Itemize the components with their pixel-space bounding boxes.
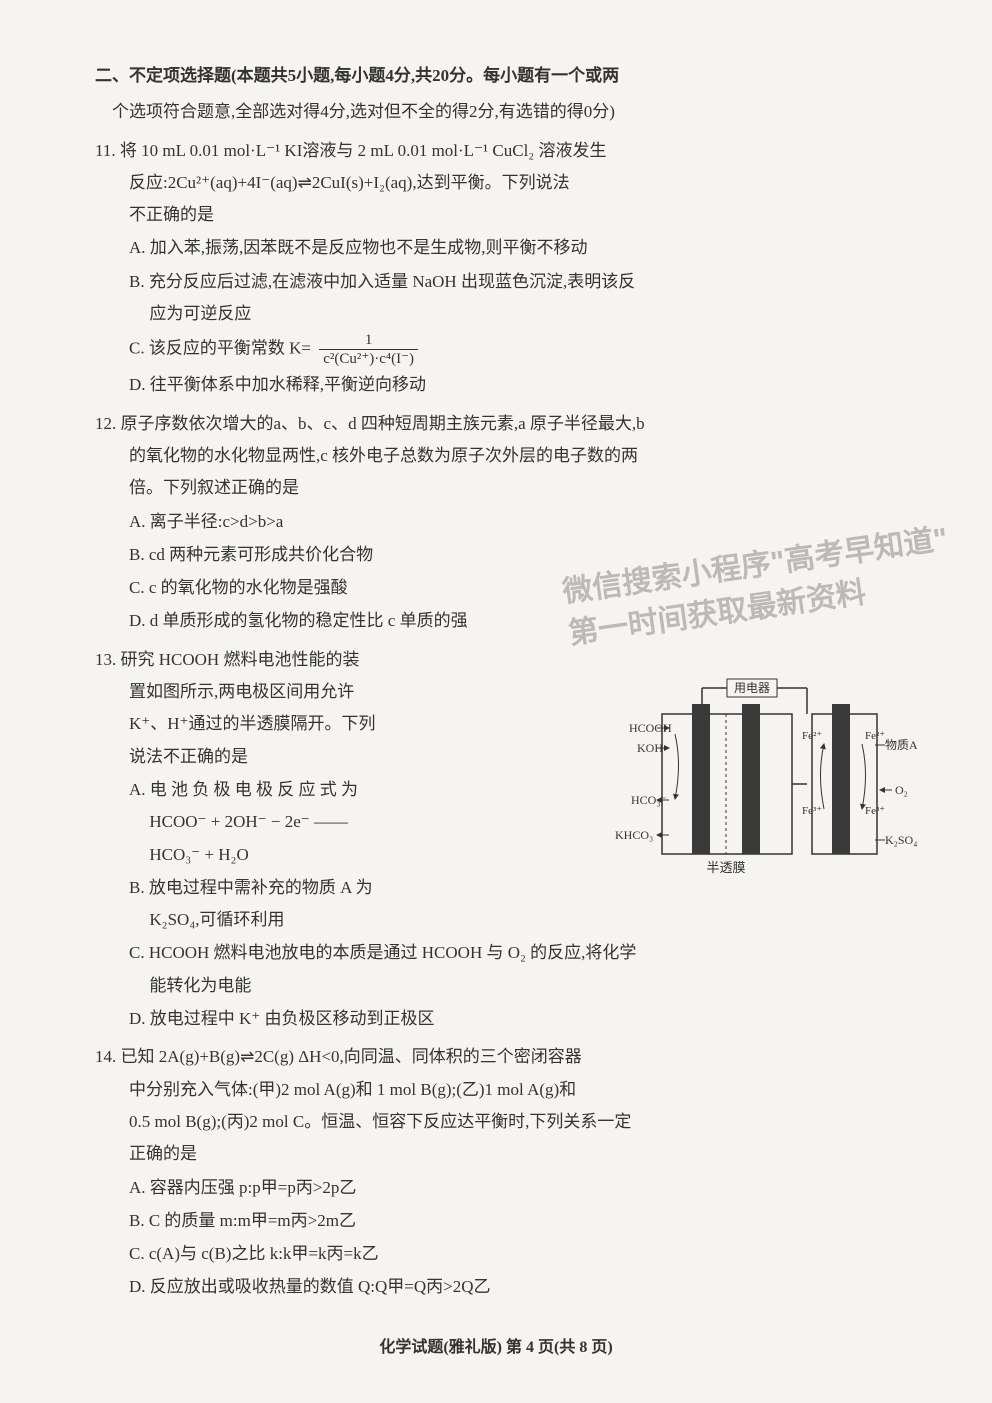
q11-optC-fraction: 1 c²(Cu²⁺)·c⁴(I⁻) <box>319 331 418 368</box>
page-footer: 化学试题(雅礼版) 第 4 页(共 8 页) <box>0 1333 992 1363</box>
q14-optA: A. 容器内压强 p:p甲=p丙>2p乙 <box>129 1172 897 1204</box>
q12-cont2: 倍。下列叙述正确的是 <box>129 472 897 504</box>
q14-cont2: 0.5 mol B(g);(丙)2 mol C。恒温、恒容下反应达平衡时,下列关… <box>129 1106 897 1138</box>
diagram-right-fe3b: Fe³⁺ <box>865 805 885 817</box>
q11-frac-den: c²(Cu²⁺)·c⁴(I⁻) <box>319 350 418 368</box>
question-12: 12. 原子序数依次增大的a、b、c、d 四种短周期主族元素,a 原子半径最大,… <box>95 408 897 638</box>
diagram-right-fe3: Fe³⁺ <box>802 805 822 817</box>
q12-optA: A. 离子半径:c>d>b>a <box>129 506 897 538</box>
q11-optB-cont: 应为可逆反应 <box>149 298 897 330</box>
q12-cont1: 的氧化物的水化物显两性,c 核外电子总数为原子次外层的电子数的两 <box>129 440 897 472</box>
diagram-right-o2: O₂ <box>895 783 908 797</box>
question-14: 14. 已知 2A(g)+B(g)⇌2C(g) ΔH<0,向同温、同体积的三个密… <box>95 1041 897 1303</box>
q11-frac-num: 1 <box>319 331 418 350</box>
diagram-right-matA: 物质A <box>885 738 917 752</box>
q14-num: 14. <box>95 1047 116 1066</box>
q11-optC: C. 该反应的平衡常数 K= 1 c²(Cu²⁺)·c⁴(I⁻) <box>129 331 897 368</box>
q13-cont3: 说法不正确的是 <box>129 741 569 773</box>
q14-optB: B. C 的质量 m:m甲=m丙>2m乙 <box>129 1205 897 1237</box>
section-header-cont: 个选项符合题意,全部选对得4分,选对但不全的得2分,有选错的得0分) <box>95 96 897 128</box>
section-header: 二、不定项选择题(本题共5小题,每小题4分,共20分。每小题有一个或两 <box>95 60 897 92</box>
diagram-right-fe2b: Fe²⁺ <box>865 730 885 742</box>
q11-cont1: 反应:2Cu²⁺(aq)+4I⁻(aq)⇌2CuI(s)+I₂(aq),达到平衡… <box>129 167 897 199</box>
q12-num: 12. <box>95 414 116 433</box>
question-13: 13. 研究 HCOOH 燃料电池性能的装 置如图所示,两电极区间用允许 K⁺、… <box>95 644 897 1036</box>
q12-optB: B. cd 两种元素可形成共价化合物 <box>129 539 897 571</box>
q12-stem: 原子序数依次增大的a、b、c、d 四种短周期主族元素,a 原子半径最大,b <box>121 414 645 433</box>
diagram-label-khco3: KHCO₃ <box>615 828 653 842</box>
q13-optD: D. 放电过程中 K⁺ 由负极区移动到正极区 <box>129 1003 897 1035</box>
q11-num: 11. <box>95 141 116 160</box>
q13-optB: B. 放电过程中需补充的物质 A 为 <box>129 872 569 904</box>
q11-optC-prefix: C. 该反应的平衡常数 K= <box>129 339 311 358</box>
q13-optC: C. HCOOH 燃料电池放电的本质是通过 HCOOH 与 O₂ 的反应,将化学 <box>129 937 897 969</box>
question-11: 11. 将 10 mL 0.01 mol·L⁻¹ KI溶液与 2 mL 0.01… <box>95 135 897 402</box>
q11-cont2: 不正确的是 <box>129 199 897 231</box>
q14-optC: C. c(A)与 c(B)之比 k:k甲=k丙=k乙 <box>129 1238 897 1270</box>
q12-optD: D. d 单质形成的氢化物的稳定性比 c 单质的强 <box>129 605 897 637</box>
q13-num: 13. <box>95 650 116 669</box>
q13-optB-cont: K₂SO₄,可循环利用 <box>149 904 897 936</box>
q13-stem: 研究 HCOOH 燃料电池性能的装 <box>121 650 360 669</box>
q13-cont1: 置如图所示,两电极区间用允许 <box>129 676 569 708</box>
diagram-bottom-label: 半透膜 <box>706 860 745 875</box>
q14-stem: 已知 2A(g)+B(g)⇌2C(g) ΔH<0,向同温、同体积的三个密闭容器 <box>121 1047 582 1066</box>
q14-optD: D. 反应放出或吸收热量的数值 Q:Q甲=Q丙>2Q乙 <box>129 1271 897 1303</box>
q13-diagram: 用电器 半透膜 HCOOH KOH HCO₃⁻ KHCO₃ Fe²⁺ Fe²⁺ … <box>607 674 917 894</box>
q14-cont3: 正确的是 <box>129 1138 897 1170</box>
diagram-right-k2so4: K₂SO₄ <box>885 833 917 847</box>
q11-optD: D. 往平衡体系中加水稀释,平衡逆向移动 <box>129 369 897 401</box>
q14-cont1: 中分别充入气体:(甲)2 mol A(g)和 1 mol B(g);(乙)1 m… <box>129 1074 897 1106</box>
q13-cont2: K⁺、H⁺通过的半透膜隔开。下列 <box>129 708 569 740</box>
q11-stem: 将 10 mL 0.01 mol·L⁻¹ KI溶液与 2 mL 0.01 mol… <box>120 141 607 160</box>
q11-optA: A. 加入苯,振荡,因苯既不是反应物也不是生成物,则平衡不移动 <box>129 232 897 264</box>
diagram-right-fe2: Fe²⁺ <box>802 730 822 742</box>
diagram-top-label: 用电器 <box>734 681 770 695</box>
q11-optB: B. 充分反应后过滤,在滤液中加入适量 NaOH 出现蓝色沉淀,表明该反 <box>129 266 897 298</box>
q12-optC: C. c 的氧化物的水化物是强酸 <box>129 572 897 604</box>
q13-optA: A. 电 池 负 极 电 极 反 应 式 为 <box>129 774 569 806</box>
q13-optC-cont: 能转化为电能 <box>149 970 897 1002</box>
